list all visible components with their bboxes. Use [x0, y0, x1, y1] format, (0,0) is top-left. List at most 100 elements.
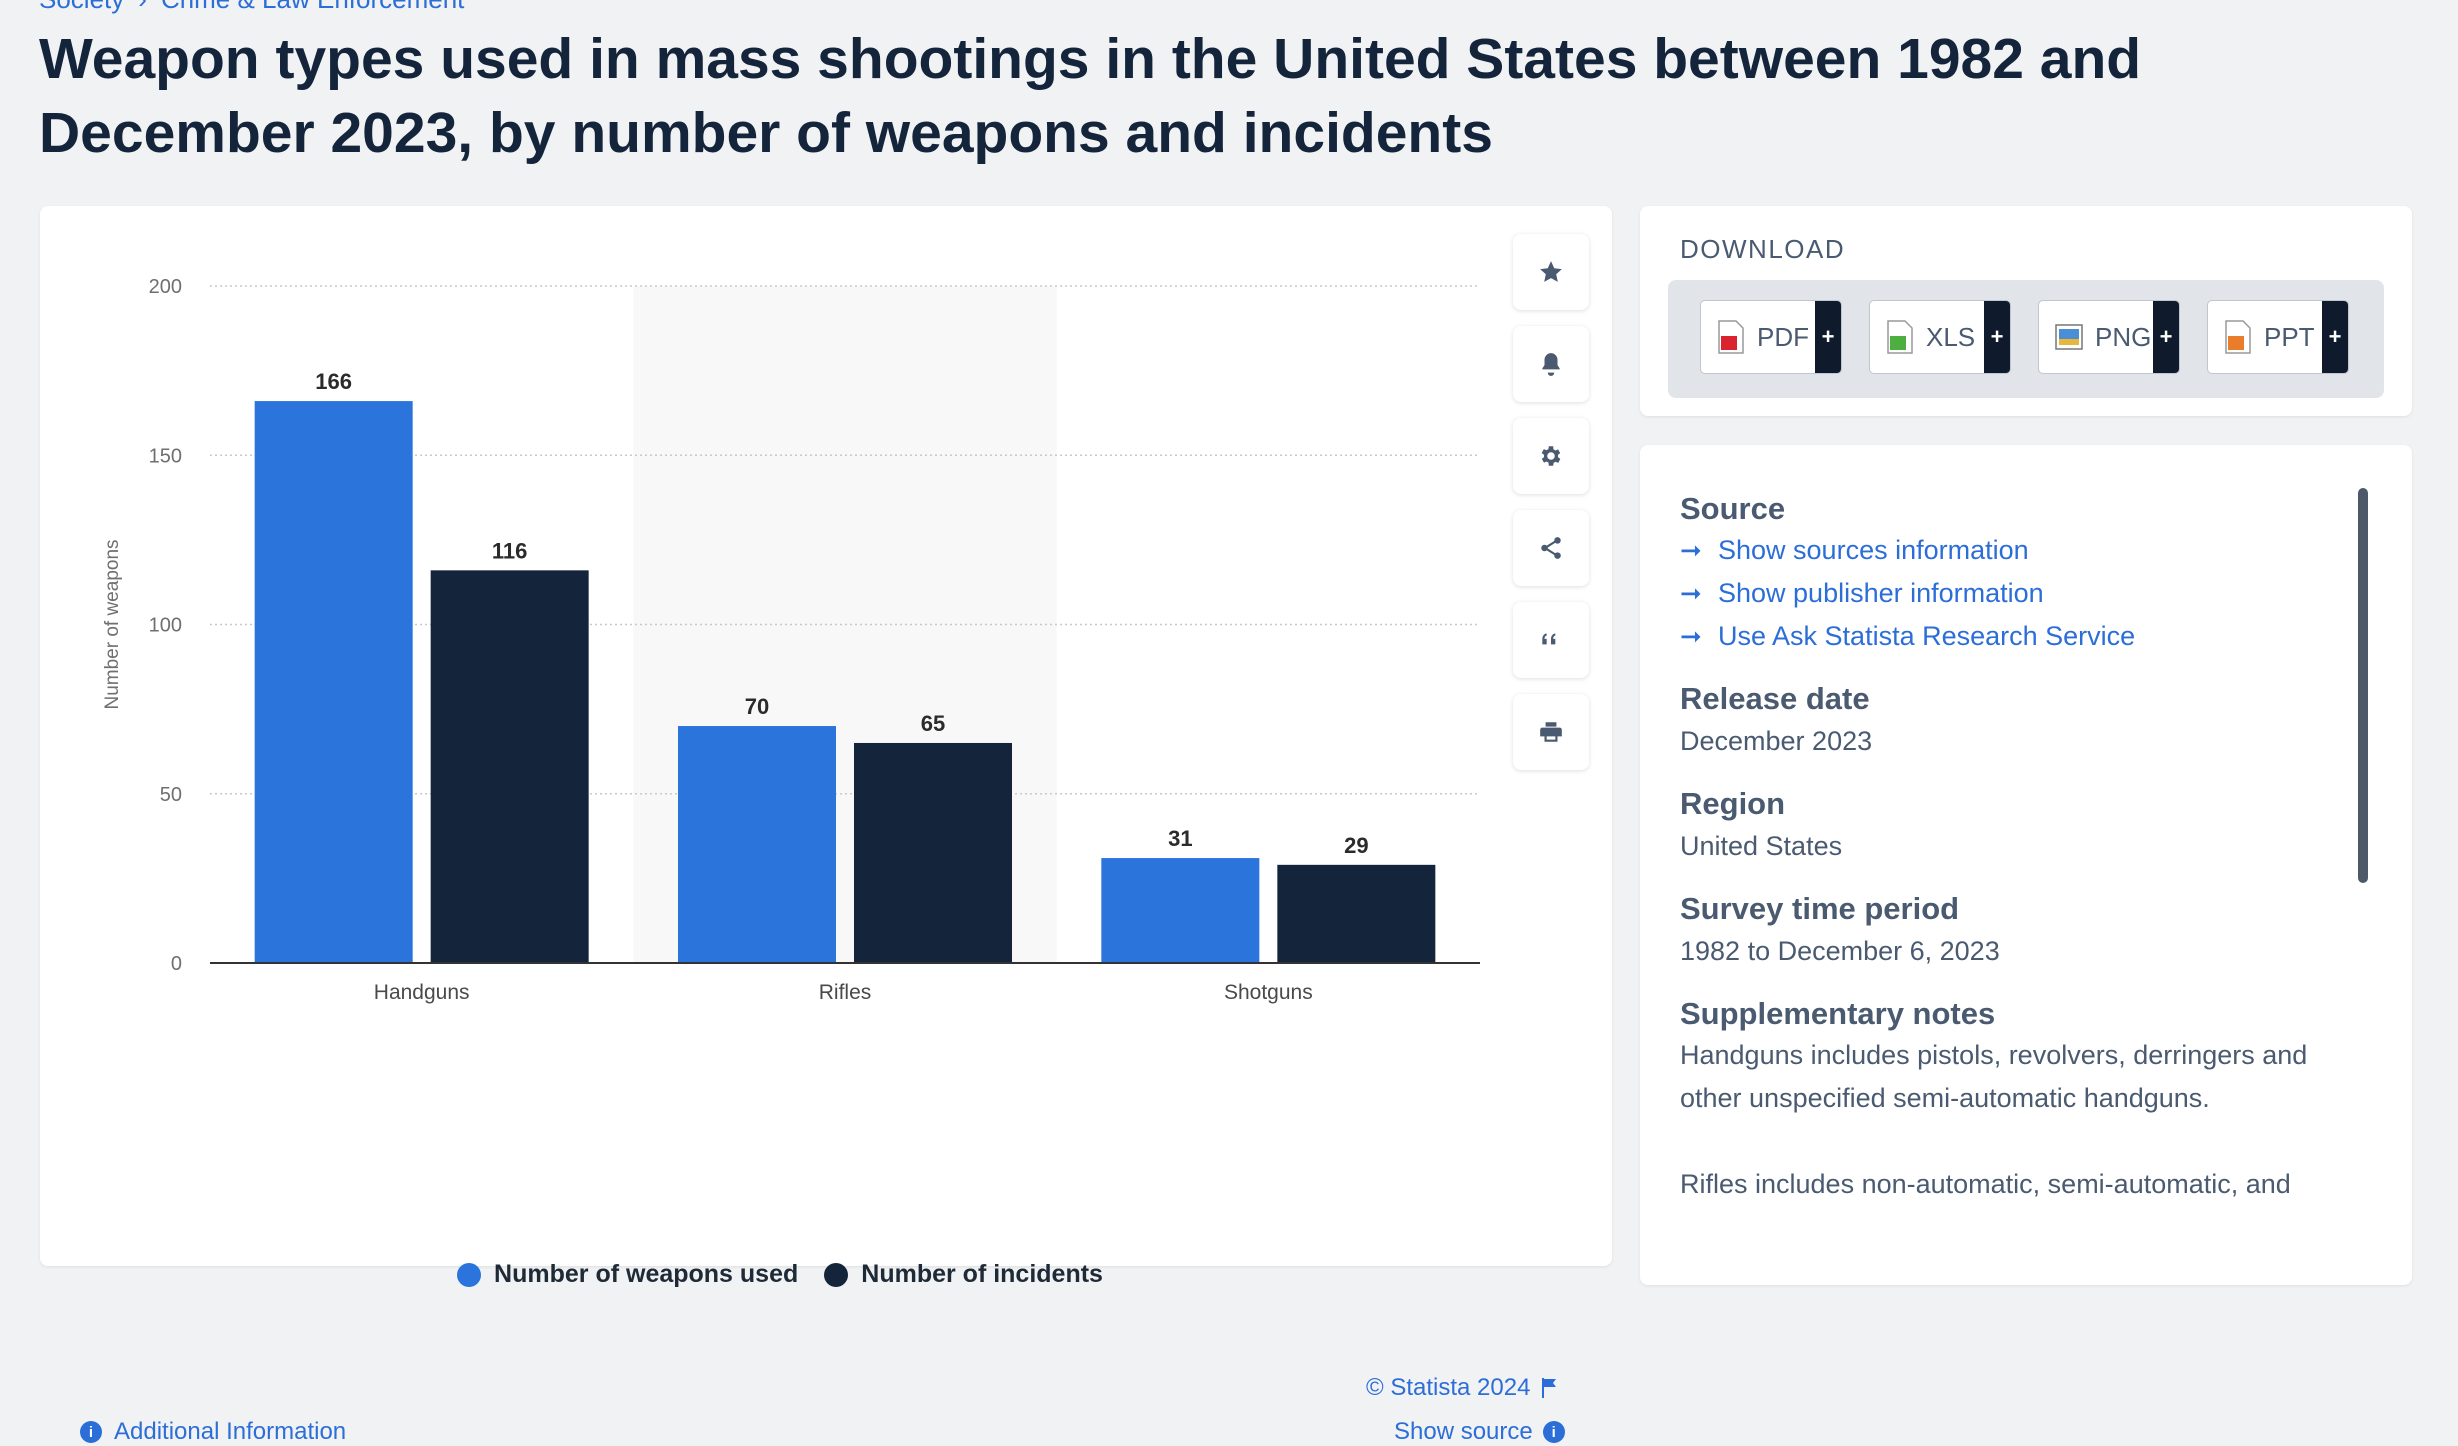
print-icon	[1540, 722, 1562, 742]
print-button[interactable]	[1513, 694, 1589, 770]
y-tick-label: 150	[149, 445, 182, 467]
settings-button[interactable]	[1513, 418, 1589, 494]
source-heading: Source	[1680, 491, 1786, 526]
region-heading: Region	[1680, 786, 1786, 821]
release-heading: Release date	[1680, 681, 1870, 716]
breadcrumb-separator: ›	[138, 0, 147, 14]
show-sources-link[interactable]: ➞ Show sources information	[1680, 529, 2340, 572]
statista-copyright[interactable]: © Statista 2024	[1366, 1374, 1558, 1402]
arrow-right-icon: ➞	[1680, 535, 1702, 565]
breadcrumb-crime[interactable]: Crime & Law Enforcement	[161, 0, 464, 14]
download-label: PNG	[2095, 321, 2152, 352]
ask-statista-link[interactable]: ➞ Use Ask Statista Research Service	[1680, 615, 2340, 658]
png-file-icon	[2055, 324, 2083, 350]
quote-icon	[1542, 633, 1556, 645]
legend-swatch	[457, 1262, 482, 1287]
notes-heading: Supplementary notes	[1680, 996, 1996, 1031]
show-source-label: Show source	[1394, 1418, 1533, 1445]
note-handguns: Handguns includes pistols, revolvers, de…	[1680, 1040, 2308, 1113]
page-title: Weapon types used in mass shootings in t…	[39, 27, 2142, 165]
bar	[430, 570, 589, 963]
notes-section: Supplementary notes Handguns includes pi…	[1680, 994, 2340, 1206]
xls-file-icon	[1887, 320, 1913, 354]
y-tick-label: 100	[149, 615, 182, 637]
data-label: 31	[1168, 826, 1192, 851]
download-label: PDF	[1757, 321, 1809, 352]
legend-swatch	[824, 1262, 849, 1287]
y-tick-label: 200	[149, 276, 182, 298]
download-title: DOWNLOAD	[1680, 234, 1846, 264]
download-label: PPT	[2264, 321, 2315, 352]
x-tick-label: Shotguns	[1224, 981, 1313, 1004]
pdf-file-icon	[1718, 320, 1744, 354]
y-tick-label: 50	[160, 784, 182, 806]
region-section: Region United States	[1680, 784, 2340, 868]
download-card: DOWNLOAD PDF + XLS + PNG + PPT +	[1640, 206, 2412, 416]
cite-button[interactable]	[1513, 602, 1589, 678]
chart-legend: Number of weapons used Number of inciden…	[40, 1260, 1520, 1289]
notification-button[interactable]	[1513, 326, 1589, 402]
info-icon: i	[80, 1421, 102, 1443]
data-label: 116	[492, 538, 527, 563]
flag-icon	[1542, 1378, 1557, 1398]
favorite-button[interactable]	[1513, 234, 1589, 310]
gear-icon	[1541, 446, 1561, 466]
period-section: Survey time period 1982 to December 6, 2…	[1680, 889, 2340, 973]
additional-information-label: Additional Information	[114, 1418, 347, 1445]
source-section: Source ➞ Show sources information ➞ Show…	[1680, 489, 2340, 658]
period-value: 1982 to December 6, 2023	[1680, 936, 2000, 966]
scrollbar-thumb[interactable]	[2358, 488, 2368, 883]
link-label: Show sources information	[1718, 535, 2029, 565]
details-content: Source ➞ Show sources information ➞ Show…	[1680, 489, 2340, 1249]
data-label: 70	[745, 694, 769, 719]
breadcrumb: Society › Crime & Law Enforcement	[39, 0, 464, 15]
breadcrumb-society[interactable]: Society	[39, 0, 124, 14]
star-icon	[1540, 261, 1562, 282]
bar	[678, 726, 836, 963]
chart-card: 0 50 100 150 200 Number of weapons 166 116 Handg…	[40, 206, 1612, 1445]
link-label: Use Ask Statista Research Service	[1718, 621, 2136, 651]
plus-icon: +	[1815, 301, 1841, 373]
download-ppt-button[interactable]: PPT +	[2207, 300, 2349, 374]
download-pdf-button[interactable]: PDF +	[1700, 300, 1842, 374]
period-heading: Survey time period	[1680, 891, 1960, 926]
legend-label: Number of weapons used	[494, 1260, 799, 1288]
share-button[interactable]	[1513, 510, 1589, 586]
copyright-text: © Statista 2024	[1366, 1374, 1531, 1401]
download-xls-button[interactable]: XLS +	[1869, 300, 2011, 374]
bar	[854, 742, 1012, 963]
region-value: United States	[1680, 831, 1843, 861]
bell-icon	[1542, 353, 1560, 376]
plus-icon: +	[1984, 301, 2010, 373]
arrow-right-icon: ➞	[1680, 578, 1702, 608]
info-icon: i	[1542, 1421, 1565, 1443]
arrow-right-icon: ➞	[1680, 621, 1702, 651]
legend-item-weapons[interactable]: Number of weapons used	[457, 1260, 798, 1289]
bar	[1277, 864, 1436, 963]
bar-chart: 0 50 100 150 200 Number of weapons 166 116 Handg…	[102, 276, 1480, 1004]
release-section: Release date December 2023	[1680, 679, 2340, 763]
show-publisher-link[interactable]: ➞ Show publisher information	[1680, 572, 2340, 615]
x-tick-label: Handguns	[374, 981, 470, 1004]
legend-item-incidents[interactable]: Number of incidents	[824, 1260, 1103, 1289]
y-tick-label: 0	[171, 953, 182, 975]
data-label: 29	[1344, 833, 1368, 858]
bar	[1101, 858, 1260, 963]
download-png-button[interactable]: PNG +	[2038, 300, 2180, 374]
download-label: XLS	[1926, 321, 1976, 352]
x-tick-label: Rifles	[819, 981, 872, 1004]
link-label: Show publisher information	[1718, 578, 2044, 608]
plus-icon: +	[2322, 301, 2348, 373]
share-icon	[1541, 537, 1561, 559]
show-source-link[interactable]: Show source i	[1394, 1418, 1565, 1446]
bar	[254, 401, 413, 964]
download-options: PDF + XLS + PNG + PPT +	[1668, 280, 2384, 398]
plus-icon: +	[2153, 301, 2179, 373]
release-value: December 2023	[1680, 726, 1873, 756]
data-label: 166	[315, 369, 352, 394]
data-label: 65	[921, 711, 945, 736]
details-card: Source ➞ Show sources information ➞ Show…	[1640, 445, 2412, 1285]
ppt-file-icon	[2225, 320, 2251, 354]
additional-information-link[interactable]: i Additional Information	[80, 1418, 346, 1446]
y-axis-label: Number of weapons	[102, 539, 123, 709]
